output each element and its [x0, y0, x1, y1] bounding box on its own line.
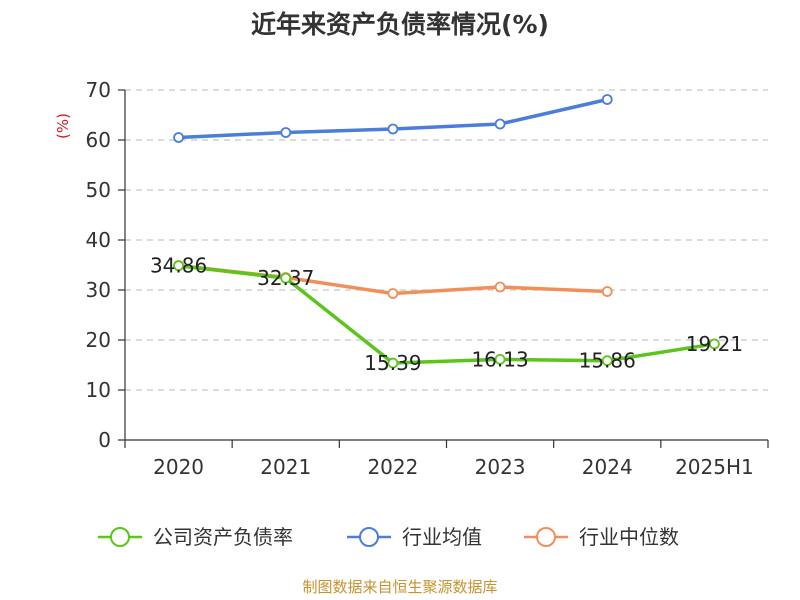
series-lines [173, 94, 720, 369]
data-point [280, 272, 292, 284]
x-tick-label: 2023 [475, 455, 526, 479]
y-axis-unit-label: (%) [54, 113, 72, 139]
y-tick-label: 30 [86, 278, 111, 302]
data-label: 19.21 [686, 332, 743, 356]
data-point [709, 338, 720, 350]
axes: 0 10 20 30 40 50 60 70 2020 2021 2022 2023 2024 2025H… [86, 78, 769, 479]
data-point [173, 132, 184, 143]
legend-label: 行业中位数 [579, 525, 679, 549]
legend-marker-icon [359, 527, 379, 547]
x-tick-label: 2022 [367, 455, 418, 479]
x-tick-label: 2024 [582, 455, 633, 479]
legend-label: 行业均值 [402, 525, 482, 549]
chart-title: 近年来资产负债率情况(%) [251, 10, 549, 39]
data-point [601, 94, 613, 105]
legend-marker-icon [110, 527, 130, 547]
y-tick-label: 20 [86, 328, 111, 352]
data-label: 15.86 [579, 349, 636, 373]
data-label: 34.86 [150, 254, 207, 278]
data-labels: 34.86 32.37 15.39 16.13 15.86 19.21 [150, 254, 743, 375]
source-note: 制图数据来自恒生聚源数据库 [302, 578, 497, 596]
data-label: 32.37 [257, 266, 314, 290]
data-point [387, 288, 399, 299]
legend-label: 公司资产负债率 [153, 525, 293, 549]
data-point [601, 355, 613, 367]
y-tick-label: 10 [86, 378, 111, 402]
data-point [494, 353, 506, 365]
legend-marker-icon [536, 527, 556, 547]
x-tick-label: 2020 [153, 455, 204, 479]
data-point [601, 286, 613, 297]
data-point [494, 118, 506, 130]
data-point [494, 281, 506, 293]
x-tick-label: 2021 [260, 455, 311, 479]
series-line [178, 263, 715, 365]
y-tick-label: 50 [86, 178, 111, 202]
data-label: 16.13 [471, 347, 528, 371]
x-tick-label: 2025H1 [675, 455, 754, 479]
data-point [387, 357, 399, 369]
y-tick-label: 70 [86, 78, 111, 102]
y-tick-label: 40 [86, 228, 111, 252]
y-tick-label: 0 [98, 428, 111, 452]
y-tick-label: 60 [86, 128, 111, 152]
data-label: 15.39 [364, 351, 421, 375]
data-point [173, 260, 184, 272]
data-point [280, 127, 292, 138]
legend: 公司资产负债率 行业均值 行业中位数 [98, 525, 679, 549]
data-point [387, 123, 399, 135]
